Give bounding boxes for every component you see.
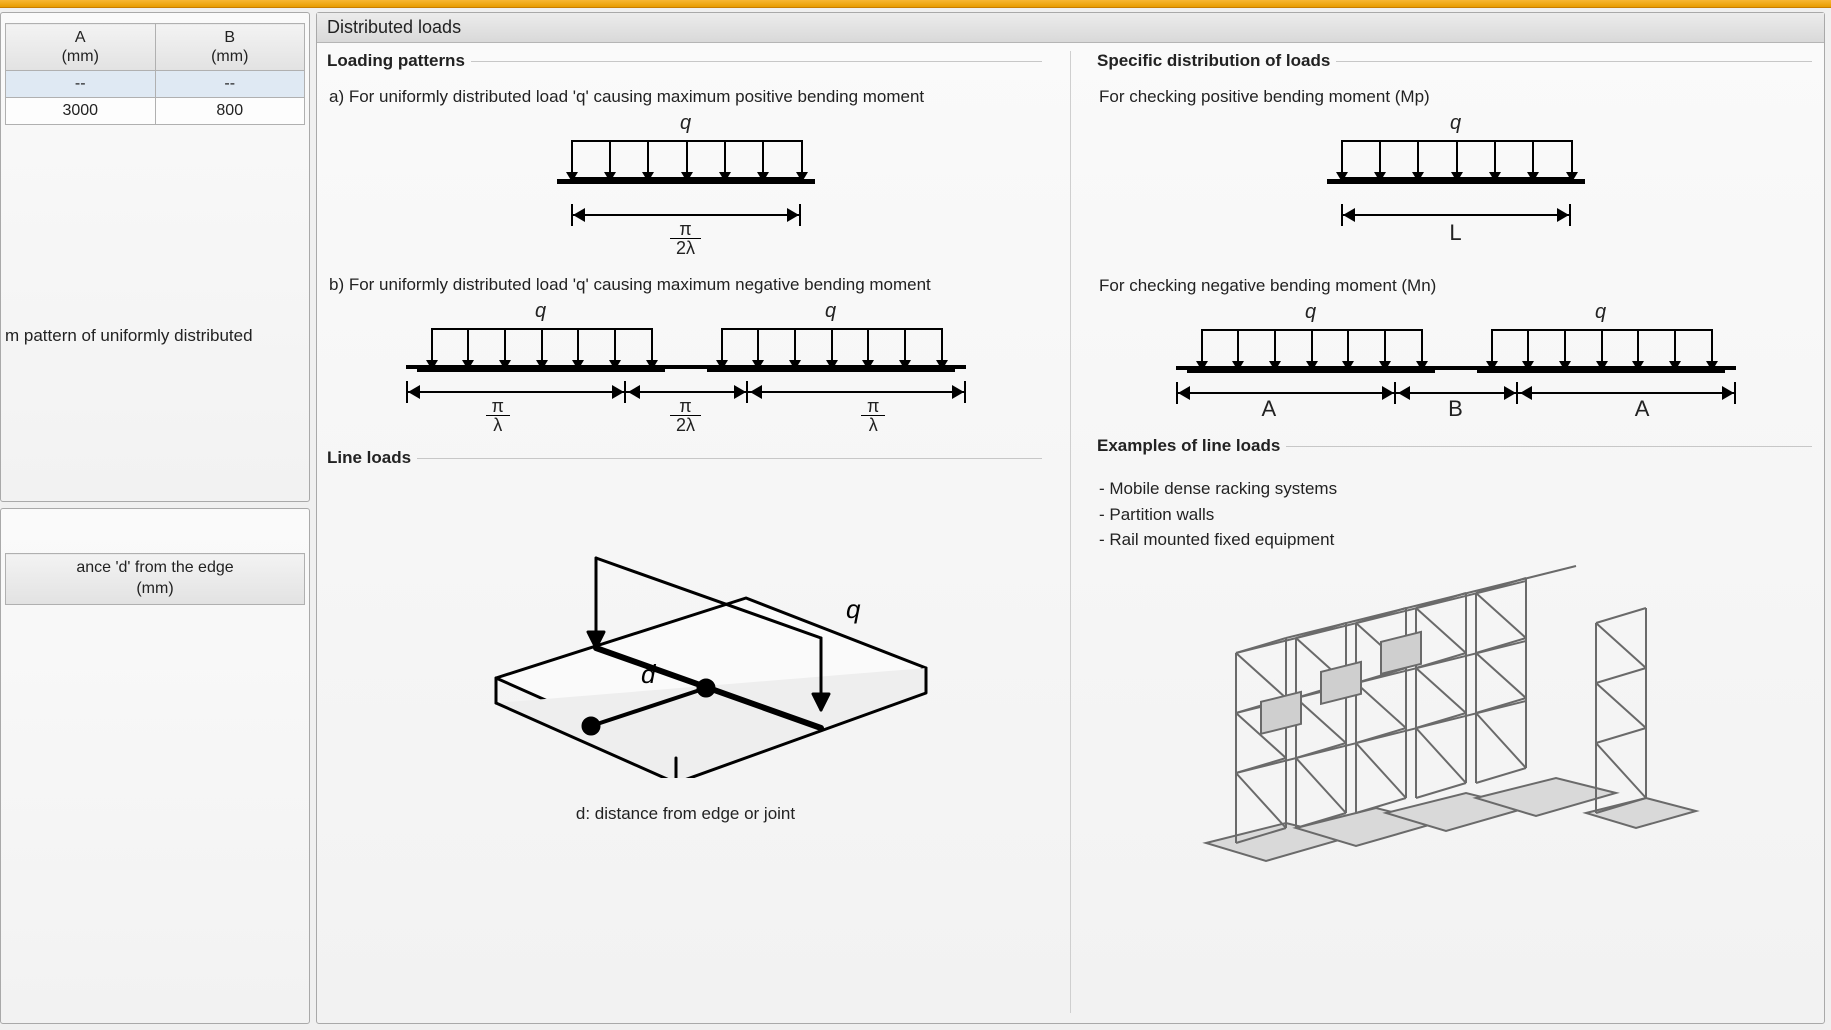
case-a-dim: π2λ (556, 220, 816, 257)
examples-line-loads-section: Examples of line loads - Mobile dense ra… (1099, 436, 1812, 883)
distributed-loads-panel: Distributed loads Loading patterns a) Fo… (316, 12, 1825, 1024)
main-column: Distributed loads Loading patterns a) Fo… (316, 12, 1825, 1024)
mn-text: For checking negative bending moment (Mn… (1099, 276, 1812, 296)
loading-patterns-column: Loading patterns a) For uniformly distri… (329, 51, 1071, 1013)
q-label-left: q (535, 300, 546, 323)
q-label-left: q (1305, 301, 1316, 324)
edge-header: ance 'd' from the edge (mm) (6, 554, 305, 605)
line-loads-legend: Line loads (327, 448, 417, 468)
case-a-diagram: q (556, 177, 816, 257)
mp-diagram: q L (1326, 177, 1586, 246)
loading-patterns-section: Loading patterns a) For uniformly distri… (329, 51, 1042, 434)
line-loads-section: Line loads (329, 448, 1042, 824)
case-b-dims: πλ π2λ πλ (406, 397, 966, 434)
dimensions-table[interactable]: A (mm) B (mm) -- -- (5, 23, 305, 125)
edge-distance-table[interactable]: ance 'd' from the edge (mm) (5, 553, 305, 605)
workspace: A (mm) B (mm) -- -- (0, 8, 1831, 1030)
line-load-caption: d: distance from edge or joint (329, 804, 1042, 824)
mp-dim: L (1326, 220, 1586, 246)
d-label: d (641, 659, 657, 689)
ribbon-bar (0, 0, 1831, 8)
left-panel-edge: ance 'd' from the edge (mm) (0, 508, 310, 1024)
specific-distribution-column: Specific distribution of loads For check… (1071, 51, 1812, 1013)
specific-distribution-legend: Specific distribution of loads (1097, 51, 1336, 71)
racking-illustration (1176, 563, 1736, 883)
mn-dims: A B A (1176, 396, 1736, 422)
line-load-diagram: q d (426, 498, 946, 778)
truncated-label: m pattern of uniformly distributed (5, 325, 305, 347)
mn-diagram: q q (1156, 366, 1756, 422)
panel-title: Distributed loads (317, 13, 1824, 43)
q-label-right: q (1595, 301, 1606, 324)
left-panel-inputs: A (mm) B (mm) -- -- (0, 12, 310, 502)
q-label: q (680, 112, 691, 135)
examples-legend: Examples of line loads (1097, 436, 1286, 456)
examples-list: - Mobile dense racking systems - Partiti… (1099, 476, 1812, 553)
q-label: q (1450, 112, 1461, 135)
specific-distribution-section: Specific distribution of loads For check… (1099, 51, 1812, 422)
loading-patterns-legend: Loading patterns (327, 51, 471, 71)
q-label: q (846, 594, 861, 624)
col-b-header: B (mm) (155, 24, 305, 71)
case-b-text: b) For uniformly distributed load 'q' ca… (329, 275, 1042, 295)
col-a-header: A (mm) (6, 24, 156, 71)
mp-text: For checking positive bending moment (Mp… (1099, 87, 1812, 107)
q-label-right: q (825, 300, 836, 323)
table-row[interactable]: -- -- (6, 71, 305, 98)
case-b-diagram: q q (386, 365, 986, 434)
table-row[interactable]: 3000 800 (6, 98, 305, 125)
left-column: A (mm) B (mm) -- -- (0, 12, 310, 1024)
case-a-text: a) For uniformly distributed load 'q' ca… (329, 87, 1042, 107)
